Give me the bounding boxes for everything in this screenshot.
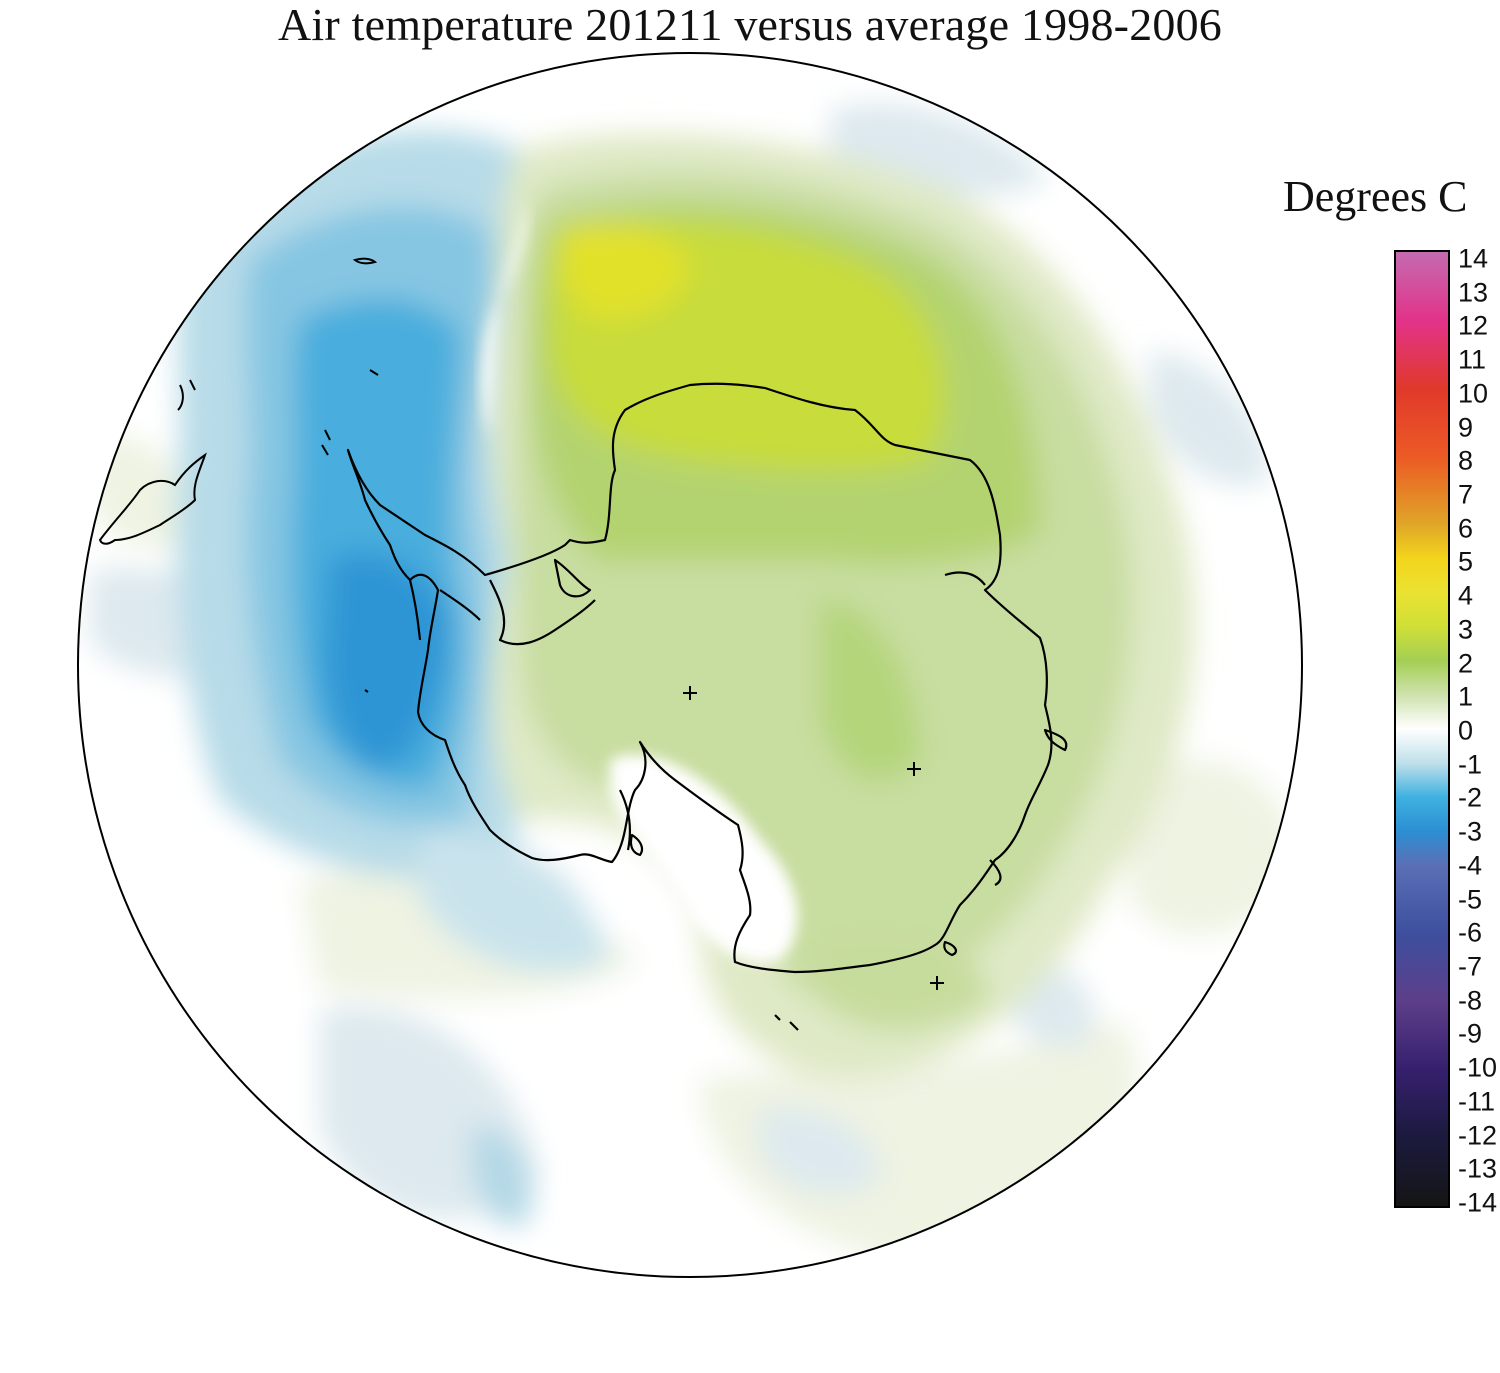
scale-tick-label: -14 — [1458, 1187, 1498, 1218]
anomaly-field — [78, 53, 1302, 1277]
negative-anomaly-south — [420, 830, 610, 972]
positive-anomaly-peak — [559, 223, 690, 320]
scale-tick-label: -4 — [1458, 850, 1483, 881]
scale-tick-label: 6 — [1458, 513, 1474, 544]
scale-tick-label: 4 — [1458, 580, 1474, 611]
scale-tick-label: 8 — [1458, 445, 1474, 476]
scale-tick-label: 14 — [1458, 243, 1489, 274]
scale-tick-label: 9 — [1458, 412, 1474, 443]
scale-tick-label: -1 — [1458, 749, 1483, 780]
scale-tick-label: 7 — [1458, 479, 1474, 510]
grid-marker — [907, 762, 921, 776]
scale-tick-label: -2 — [1458, 782, 1483, 813]
east-antarctica-band — [820, 600, 920, 781]
grid-marker — [930, 976, 944, 990]
scale-tick-label: -3 — [1458, 816, 1483, 847]
scale-tick-label: -10 — [1458, 1052, 1498, 1083]
color-scale-bar — [1394, 250, 1450, 1208]
scale-tick-label: -13 — [1458, 1153, 1498, 1184]
scale-tick-label: 10 — [1458, 378, 1489, 409]
negative-anomaly-small — [470, 1128, 532, 1226]
pole-marker — [683, 686, 697, 700]
weddell-zero-strip — [482, 200, 527, 440]
scale-tick-label: -8 — [1458, 985, 1483, 1016]
scale-tick-label: -12 — [1458, 1120, 1498, 1151]
map-title: Air temperature 201211 versus average 19… — [278, 0, 1222, 50]
pale-blue-patch — [1150, 350, 1270, 486]
grid-cross-markers — [683, 686, 944, 990]
scale-tick-label: -11 — [1458, 1086, 1496, 1117]
pale-green-patch — [1130, 760, 1300, 935]
scale-tick-label: 2 — [1458, 648, 1474, 679]
scale-tick-label: -7 — [1458, 951, 1483, 982]
south-america-tip — [98, 257, 379, 693]
scale-tick-label: 13 — [1458, 277, 1489, 308]
scale-tick-label: -9 — [1458, 1018, 1483, 1049]
color-scale-ticks: 14 13 12 11 10 9 8 7 6 5 4 3 2 1 0 -1 -2 -3 -4 -5 -6 -7 -8 -9 -1… — [1458, 245, 1500, 1216]
scale-tick-label: 12 — [1458, 310, 1489, 341]
scale-tick-label: 5 — [1458, 546, 1474, 577]
pale-blue-patch — [760, 1108, 880, 1195]
legend-unit-label: Degrees C — [1283, 172, 1468, 221]
east-antarctica-south — [820, 932, 990, 1030]
scale-tick-label: -6 — [1458, 917, 1483, 948]
scale-tick-label: 3 — [1458, 614, 1474, 645]
antarctic-coastline — [346, 382, 1068, 1031]
scale-tick-label: 11 — [1458, 344, 1487, 375]
scale-tick-label: -5 — [1458, 884, 1483, 915]
scale-tick-label: 1 — [1458, 681, 1474, 712]
scale-tick-label: 0 — [1458, 715, 1474, 746]
map-boundary — [77, 52, 1303, 1278]
